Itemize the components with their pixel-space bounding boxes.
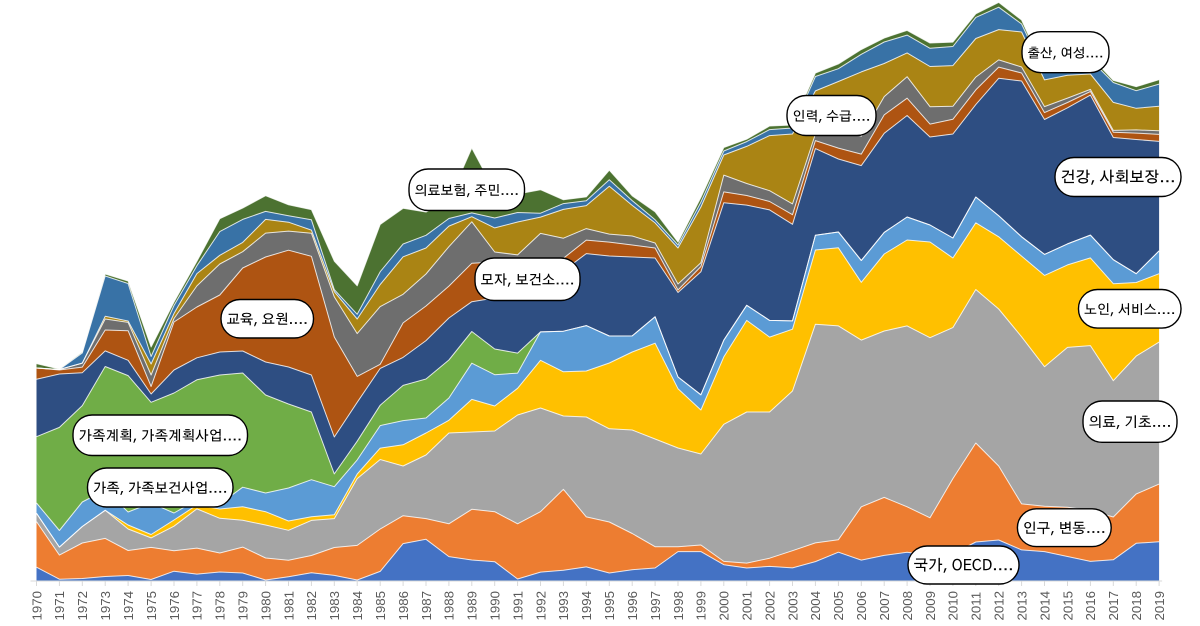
svg-text:1996: 1996: [625, 591, 640, 621]
svg-text:2019: 2019: [1152, 591, 1167, 621]
svg-text:1974: 1974: [121, 591, 136, 621]
svg-text:1997: 1997: [648, 591, 663, 621]
svg-text:2015: 2015: [1060, 591, 1075, 621]
svg-text:1979: 1979: [236, 591, 251, 621]
svg-text:1988: 1988: [442, 591, 457, 621]
svg-text:1972: 1972: [75, 591, 90, 621]
svg-text:1990: 1990: [488, 591, 503, 621]
svg-text:2018: 2018: [1129, 591, 1144, 621]
svg-text:1992: 1992: [533, 591, 548, 621]
svg-text:1980: 1980: [258, 591, 273, 621]
svg-text:1993: 1993: [556, 591, 571, 621]
svg-text:1971: 1971: [52, 591, 67, 621]
svg-text:2008: 2008: [900, 591, 915, 621]
svg-text:2000: 2000: [717, 591, 732, 621]
svg-text:2007: 2007: [877, 591, 892, 621]
svg-text:1982: 1982: [304, 591, 319, 621]
svg-text:2006: 2006: [854, 591, 869, 621]
svg-text:1975: 1975: [144, 591, 159, 621]
svg-text:2016: 2016: [1083, 591, 1098, 621]
svg-text:1989: 1989: [465, 591, 480, 621]
svg-text:2001: 2001: [740, 591, 755, 621]
svg-text:1981: 1981: [281, 591, 296, 621]
svg-text:1986: 1986: [396, 591, 411, 621]
svg-text:1998: 1998: [671, 591, 686, 621]
svg-text:1987: 1987: [419, 591, 434, 621]
svg-text:2005: 2005: [831, 591, 846, 621]
svg-text:2002: 2002: [762, 591, 777, 621]
svg-text:1991: 1991: [510, 591, 525, 621]
svg-text:1999: 1999: [694, 591, 709, 621]
svg-text:2009: 2009: [923, 591, 938, 621]
svg-text:2003: 2003: [785, 591, 800, 621]
svg-text:1984: 1984: [350, 591, 365, 621]
svg-text:1983: 1983: [327, 591, 342, 621]
svg-text:2004: 2004: [808, 591, 823, 621]
svg-text:2011: 2011: [969, 592, 984, 621]
svg-text:1977: 1977: [190, 591, 205, 621]
svg-text:2014: 2014: [1037, 591, 1052, 621]
svg-text:2017: 2017: [1106, 591, 1121, 621]
svg-text:1995: 1995: [602, 591, 617, 621]
svg-text:2013: 2013: [1014, 591, 1029, 621]
svg-text:2010: 2010: [946, 591, 961, 621]
svg-text:1994: 1994: [579, 591, 594, 621]
svg-text:2012: 2012: [992, 591, 1007, 621]
svg-text:1973: 1973: [98, 591, 113, 621]
svg-text:1978: 1978: [213, 591, 228, 621]
svg-text:1970: 1970: [29, 591, 44, 621]
svg-text:1985: 1985: [373, 591, 388, 621]
svg-text:1976: 1976: [167, 591, 182, 621]
